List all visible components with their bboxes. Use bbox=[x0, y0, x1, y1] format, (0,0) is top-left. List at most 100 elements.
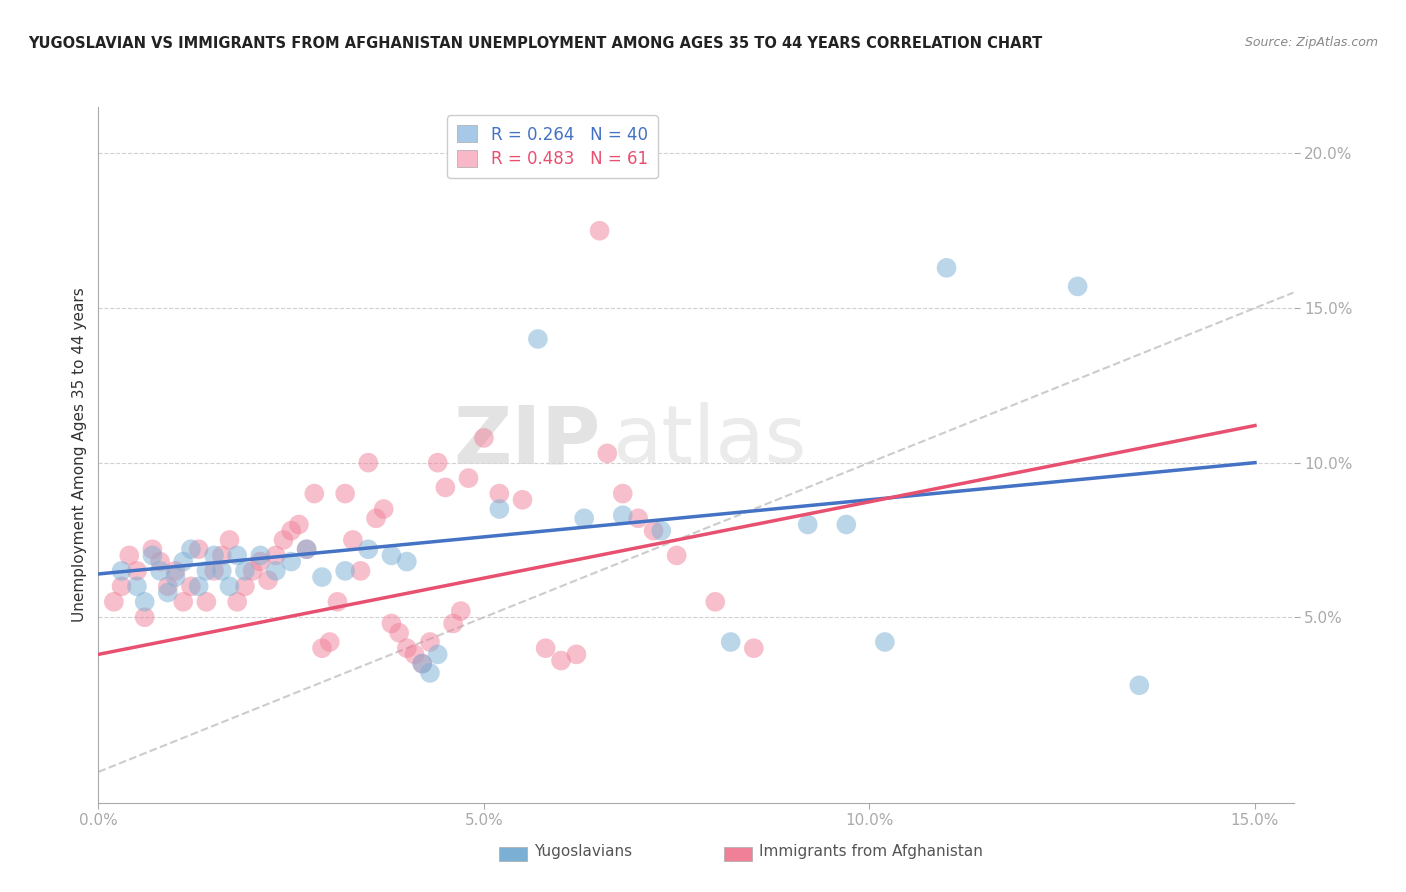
Point bbox=[704, 595, 727, 609]
Point bbox=[211, 549, 233, 563]
Point bbox=[195, 564, 218, 578]
Legend: R = 0.264   N = 40, R = 0.483   N = 61: R = 0.264 N = 40, R = 0.483 N = 61 bbox=[447, 115, 658, 178]
Point bbox=[202, 549, 225, 563]
Point bbox=[342, 533, 364, 547]
Point bbox=[488, 502, 510, 516]
Point bbox=[349, 564, 371, 578]
Point bbox=[273, 533, 295, 547]
Text: atlas: atlas bbox=[612, 402, 807, 480]
Point bbox=[249, 549, 271, 563]
Point bbox=[134, 610, 156, 624]
Point bbox=[742, 641, 765, 656]
Point bbox=[226, 549, 249, 563]
Point bbox=[364, 511, 387, 525]
Point bbox=[202, 564, 225, 578]
Point bbox=[141, 542, 163, 557]
Point bbox=[226, 595, 249, 609]
Point bbox=[233, 564, 256, 578]
Point bbox=[149, 555, 172, 569]
Point bbox=[612, 508, 634, 523]
Point bbox=[187, 542, 209, 557]
Point bbox=[596, 446, 619, 460]
Text: Immigrants from Afghanistan: Immigrants from Afghanistan bbox=[759, 845, 983, 859]
Point bbox=[419, 635, 441, 649]
Point bbox=[572, 511, 595, 525]
Point bbox=[195, 595, 218, 609]
Point bbox=[110, 564, 132, 578]
Point bbox=[665, 549, 688, 563]
Point bbox=[388, 625, 411, 640]
Point bbox=[404, 648, 426, 662]
Text: YUGOSLAVIAN VS IMMIGRANTS FROM AFGHANISTAN UNEMPLOYMENT AMONG AGES 35 TO 44 YEAR: YUGOSLAVIAN VS IMMIGRANTS FROM AFGHANIST… bbox=[28, 36, 1042, 51]
Point bbox=[149, 564, 172, 578]
Point bbox=[395, 555, 418, 569]
Point bbox=[612, 486, 634, 500]
Point bbox=[257, 573, 280, 587]
Y-axis label: Unemployment Among Ages 35 to 44 years: Unemployment Among Ages 35 to 44 years bbox=[72, 287, 87, 623]
Point bbox=[395, 641, 418, 656]
Point bbox=[534, 641, 557, 656]
Point bbox=[565, 648, 588, 662]
Point bbox=[172, 555, 194, 569]
Point bbox=[326, 595, 349, 609]
Point bbox=[141, 549, 163, 563]
Point bbox=[211, 564, 233, 578]
Point bbox=[156, 585, 179, 599]
Text: ZIP: ZIP bbox=[453, 402, 600, 480]
Point bbox=[426, 456, 449, 470]
Point bbox=[233, 579, 256, 593]
Point bbox=[650, 524, 672, 538]
Point bbox=[103, 595, 125, 609]
Point bbox=[357, 456, 380, 470]
Point bbox=[280, 555, 302, 569]
Point bbox=[457, 471, 479, 485]
Point bbox=[419, 665, 441, 680]
Point bbox=[512, 492, 534, 507]
Point bbox=[380, 616, 402, 631]
Point bbox=[441, 616, 464, 631]
Point bbox=[295, 542, 318, 557]
Point bbox=[118, 549, 141, 563]
Point bbox=[333, 564, 356, 578]
Point bbox=[180, 579, 202, 593]
Point bbox=[411, 657, 433, 671]
Point bbox=[172, 595, 194, 609]
Point bbox=[450, 604, 472, 618]
Point bbox=[187, 579, 209, 593]
Point bbox=[1066, 279, 1088, 293]
Point bbox=[333, 486, 356, 500]
Point bbox=[426, 648, 449, 662]
Point bbox=[488, 486, 510, 500]
Point bbox=[472, 431, 495, 445]
Point bbox=[373, 502, 395, 516]
Point bbox=[125, 579, 148, 593]
Point bbox=[935, 260, 957, 275]
Point bbox=[218, 533, 240, 547]
Point bbox=[264, 564, 287, 578]
Point bbox=[380, 549, 402, 563]
Point bbox=[434, 480, 457, 494]
Point bbox=[311, 570, 333, 584]
Point bbox=[165, 570, 187, 584]
Point bbox=[304, 486, 326, 500]
Point bbox=[125, 564, 148, 578]
Point bbox=[627, 511, 650, 525]
Point bbox=[527, 332, 550, 346]
Point bbox=[319, 635, 342, 649]
Point bbox=[288, 517, 311, 532]
Point bbox=[110, 579, 132, 593]
Point bbox=[264, 549, 287, 563]
Point bbox=[249, 555, 271, 569]
Point bbox=[280, 524, 302, 538]
Point bbox=[411, 657, 433, 671]
Point bbox=[180, 542, 202, 557]
Point bbox=[588, 224, 610, 238]
Point bbox=[156, 579, 179, 593]
Point bbox=[218, 579, 240, 593]
Point bbox=[134, 595, 156, 609]
Point bbox=[1128, 678, 1150, 692]
Point bbox=[797, 517, 820, 532]
Point bbox=[311, 641, 333, 656]
Point bbox=[242, 564, 264, 578]
Point bbox=[720, 635, 742, 649]
